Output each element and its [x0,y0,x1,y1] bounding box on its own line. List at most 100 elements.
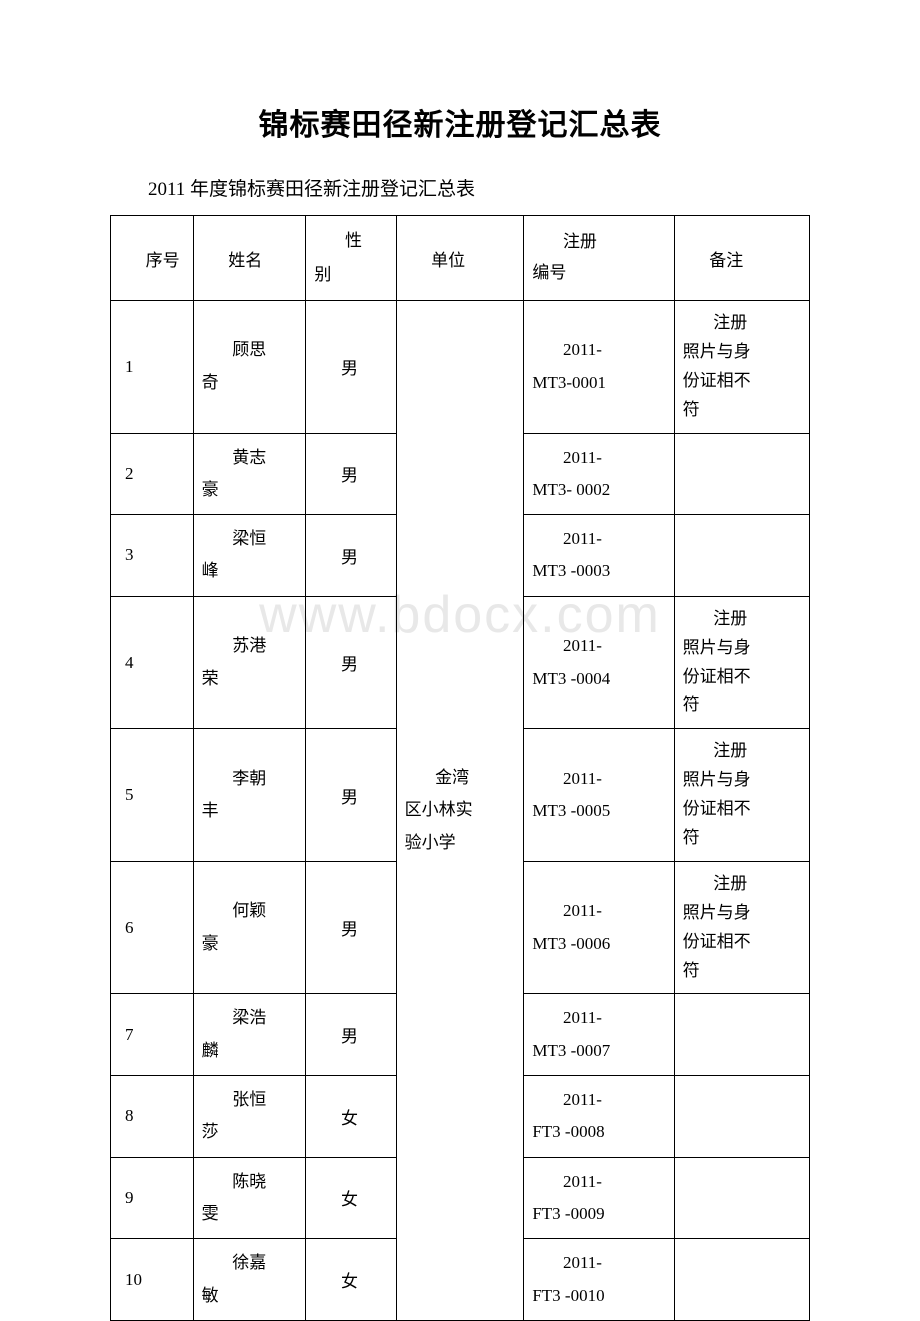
cell-regno: 2011-FT3 -0010 [524,1239,674,1321]
cell-note-l2: 照片与身 [683,766,805,795]
cell-gender: 男 [306,596,396,729]
cell-name: 苏港荣 [193,596,306,729]
cell-note [674,1157,809,1239]
table-row: 1顾思奇男金湾区小林实验小学2011-MT3-0001注册照片与身份证相不符 [111,301,810,434]
cell-gender: 男 [306,301,396,434]
cell-seq: 7 [111,994,194,1076]
cell-seq: 10 [111,1239,194,1321]
col-header-name: 姓名 [193,216,306,301]
col-header-seq: 序号 [111,216,194,301]
cell-seq: 9 [111,1157,194,1239]
cell-seq: 3 [111,515,194,597]
cell-seq: 1 [111,301,194,434]
cell-note-l4: 符 [683,691,805,720]
col-header-regno-l1: 注册 [532,227,669,258]
cell-name-l1: 陈晓 [202,1166,302,1198]
cell-regno: 2011-MT3 -0007 [524,994,674,1076]
cell-gender: 男 [306,515,396,597]
page-title: 锦标赛田径新注册登记汇总表 [110,100,810,144]
cell-regno-l2: MT3 -0003 [532,555,669,587]
col-header-gender-l1: 性 [314,224,391,258]
cell-seq: 5 [111,729,194,862]
cell-name-l2: 敏 [202,1280,302,1312]
cell-name-l1: 顾思 [202,334,302,366]
cell-regno: 2011-MT3- 0002 [524,433,674,515]
cell-name-l2: 峰 [202,555,302,587]
table-header-row: 序号 姓名 性 别 单位 注册 编号 备注 [111,216,810,301]
cell-gender: 男 [306,433,396,515]
col-header-gender: 性 别 [306,216,396,301]
cell-note-l3: 份证相不 [683,367,805,396]
cell-note-l4: 符 [683,824,805,853]
cell-name: 徐嘉敏 [193,1239,306,1321]
cell-regno-l1: 2011- [532,1002,669,1034]
cell-unit-l1: 金湾 [405,762,520,794]
cell-note-l2: 照片与身 [683,338,805,367]
cell-name: 梁恒峰 [193,515,306,597]
table-body: 1顾思奇男金湾区小林实验小学2011-MT3-0001注册照片与身份证相不符2黄… [111,301,810,1321]
cell-name-l1: 黄志 [202,442,302,474]
cell-name-l2: 莎 [202,1116,302,1148]
cell-note [674,515,809,597]
cell-regno-l2: MT3 -0005 [532,795,669,827]
cell-note-l1: 注册 [683,870,805,899]
cell-note-l3: 份证相不 [683,795,805,824]
cell-note-l2: 照片与身 [683,634,805,663]
cell-name-l1: 李朝 [202,763,302,795]
cell-regno-l1: 2011- [532,895,669,927]
cell-regno-l2: FT3 -0010 [532,1280,669,1312]
cell-note [674,433,809,515]
col-header-unit: 单位 [396,216,524,301]
cell-seq: 6 [111,861,194,994]
cell-name-l2: 雯 [202,1198,302,1230]
cell-regno-l1: 2011- [532,1084,669,1116]
cell-regno-l2: MT3- 0002 [532,474,669,506]
cell-name-l2: 麟 [202,1035,302,1067]
cell-unit-l3: 验小学 [405,827,520,859]
col-header-gender-l2: 别 [314,258,391,292]
cell-regno: 2011-FT3 -0008 [524,1076,674,1158]
cell-note-l2: 照片与身 [683,899,805,928]
cell-note-l3: 份证相不 [683,663,805,692]
cell-name-l2: 荣 [202,663,302,695]
cell-note-l4: 符 [683,396,805,425]
cell-note-l1: 注册 [683,605,805,634]
cell-name-l2: 豪 [202,928,302,960]
cell-note [674,1239,809,1321]
cell-name-l1: 梁浩 [202,1002,302,1034]
cell-name-l2: 豪 [202,474,302,506]
cell-regno-l1: 2011- [532,1166,669,1198]
page-subtitle: 2011 年度锦标赛田径新注册登记汇总表 [110,174,810,201]
cell-name-l1: 张恒 [202,1084,302,1116]
cell-note-l1: 注册 [683,737,805,766]
cell-regno-l1: 2011- [532,630,669,662]
cell-regno-l1: 2011- [532,442,669,474]
cell-unit-l2: 区小林实 [405,794,520,826]
cell-regno: 2011-MT3 -0006 [524,861,674,994]
cell-seq: 2 [111,433,194,515]
cell-regno-l2: FT3 -0009 [532,1198,669,1230]
cell-name-l1: 梁恒 [202,523,302,555]
cell-note [674,994,809,1076]
cell-regno-l2: MT3 -0006 [532,928,669,960]
col-header-regno-l2: 编号 [532,258,669,289]
registration-table: 序号 姓名 性 别 单位 注册 编号 备注 1顾思奇男金湾区小林实验小学2011… [110,215,810,1321]
cell-name-l2: 丰 [202,795,302,827]
cell-note-l4: 符 [683,957,805,986]
cell-regno: 2011-MT3 -0004 [524,596,674,729]
cell-gender: 男 [306,729,396,862]
cell-regno-l1: 2011- [532,763,669,795]
cell-regno-l1: 2011- [532,1247,669,1279]
cell-regno-l2: FT3 -0008 [532,1116,669,1148]
cell-regno-l2: MT3 -0007 [532,1035,669,1067]
cell-seq: 4 [111,596,194,729]
cell-note-l3: 份证相不 [683,928,805,957]
cell-regno: 2011-MT3 -0005 [524,729,674,862]
cell-name: 张恒莎 [193,1076,306,1158]
cell-note-l1: 注册 [683,309,805,338]
cell-unit-merged: 金湾区小林实验小学 [396,301,524,1321]
cell-name: 陈晓雯 [193,1157,306,1239]
cell-gender: 男 [306,861,396,994]
cell-regno: 2011-MT3 -0003 [524,515,674,597]
cell-note: 注册照片与身份证相不符 [674,729,809,862]
